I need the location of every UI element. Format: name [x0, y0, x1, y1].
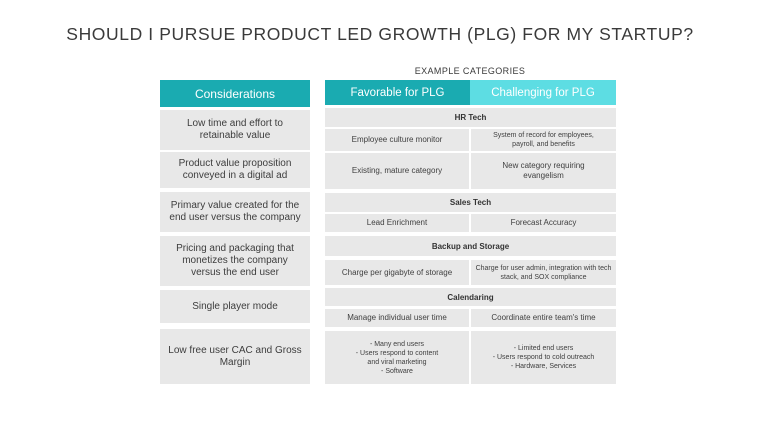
consideration-item: Product value proposition conveyed in a … — [160, 152, 310, 188]
challenging-example: Charge for user admin, integration with … — [471, 260, 616, 285]
challenging-header: Challenging for PLG — [470, 80, 616, 105]
considerations-header: Considerations — [160, 80, 310, 107]
category-header-hr-tech: HR Tech — [325, 108, 616, 127]
challenging-example: Forecast Accuracy — [471, 214, 616, 232]
page-title: SHOULD I PURSUE PRODUCT LED GROWTH (PLG)… — [66, 24, 694, 44]
favorable-example: Employee culture monitor — [325, 129, 469, 151]
challenging-example: Coordinate entire team's time — [471, 309, 616, 327]
consideration-item: Single player mode — [160, 290, 310, 323]
category-header-backup-storage: Backup and Storage — [325, 236, 616, 256]
category-header-sales-tech: Sales Tech — [325, 193, 616, 212]
consideration-item: Pricing and packaging that monetizes the… — [160, 236, 310, 286]
favorable-example: Existing, mature category — [325, 153, 469, 189]
challenging-summary: - Limited end users - Users respond to c… — [471, 331, 616, 384]
favorable-header: Favorable for PLG — [325, 80, 470, 105]
consideration-item: Primary value created for the end user v… — [160, 192, 310, 232]
challenging-example: System of record for employees, payroll,… — [471, 129, 616, 151]
consideration-item: Low time and effort to retainable value — [160, 110, 310, 150]
favorable-example: Charge per gigabyte of storage — [325, 260, 469, 285]
favorable-summary: - Many end users - Users respond to cont… — [325, 331, 469, 384]
challenging-example: New category requiring evangelism — [471, 153, 616, 189]
favorable-example: Lead Enrichment — [325, 214, 469, 232]
favorable-example: Manage individual user time — [325, 309, 469, 327]
category-header-calendaring: Calendaring — [325, 288, 616, 306]
consideration-item: Low free user CAC and Gross Margin — [160, 329, 310, 384]
example-categories-heading: EXAMPLE CATEGORIES — [414, 66, 526, 76]
